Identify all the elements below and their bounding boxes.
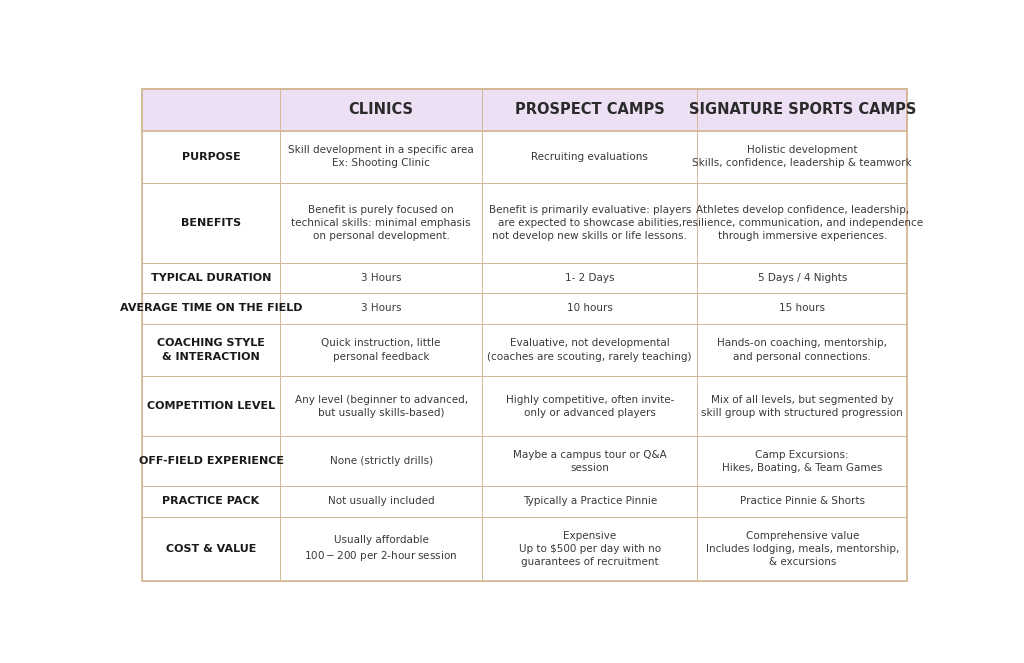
Text: Quick instruction, little
personal feedback: Quick instruction, little personal feedb… [322, 338, 440, 361]
Bar [142, 436, 280, 487]
Bar [482, 516, 697, 581]
Bar [280, 324, 482, 376]
Bar [142, 376, 280, 436]
Text: 10 hours: 10 hours [566, 304, 612, 314]
Bar [482, 487, 697, 516]
Bar [142, 516, 280, 581]
Bar [482, 131, 697, 183]
Bar [142, 487, 280, 516]
Bar [697, 131, 907, 183]
Bar [280, 436, 482, 487]
Bar [482, 263, 697, 293]
Text: Evaluative, not developmental
(coaches are scouting, rarely teaching): Evaluative, not developmental (coaches a… [487, 338, 692, 361]
Text: Maybe a campus tour or Q&A
session: Maybe a campus tour or Q&A session [513, 450, 667, 473]
Text: Camp Excursions:
Hikes, Boating, & Team Games: Camp Excursions: Hikes, Boating, & Team … [722, 450, 883, 473]
Text: 1- 2 Days: 1- 2 Days [565, 273, 614, 283]
Text: 3 Hours: 3 Hours [360, 304, 401, 314]
Text: Athletes develop confidence, leadership,
resilience, communication, and independ: Athletes develop confidence, leadership,… [682, 205, 923, 241]
Text: Comprehensive value
Includes lodging, meals, mentorship,
& excursions: Comprehensive value Includes lodging, me… [706, 530, 899, 567]
Bar [142, 131, 280, 183]
Bar [280, 376, 482, 436]
Text: PRACTICE PACK: PRACTICE PACK [163, 497, 260, 507]
Bar [280, 487, 482, 516]
Bar [482, 324, 697, 376]
Text: COST & VALUE: COST & VALUE [166, 544, 256, 554]
Text: Holistic development
Skills, confidence, leadership & teamwork: Holistic development Skills, confidence,… [692, 145, 912, 168]
Text: CLINICS: CLINICS [348, 102, 414, 117]
Text: 15 hours: 15 hours [779, 304, 825, 314]
Text: Expensive
Up to $500 per day with no
guarantees of recruitment: Expensive Up to $500 per day with no gua… [518, 530, 660, 567]
Text: SIGNATURE SPORTS CAMPS: SIGNATURE SPORTS CAMPS [688, 102, 915, 117]
Bar [142, 324, 280, 376]
Bar [697, 487, 907, 516]
Text: AVERAGE TIME ON THE FIELD: AVERAGE TIME ON THE FIELD [120, 304, 302, 314]
Bar [280, 516, 482, 581]
Text: Practice Pinnie & Shorts: Practice Pinnie & Shorts [739, 497, 864, 507]
Text: OFF-FIELD EXPERIENCE: OFF-FIELD EXPERIENCE [138, 456, 284, 466]
Text: Typically a Practice Pinnie: Typically a Practice Pinnie [522, 497, 656, 507]
Bar [697, 324, 907, 376]
Text: PROSPECT CAMPS: PROSPECT CAMPS [515, 102, 665, 117]
Text: Benefit is primarily evaluative: players
are expected to showcase abilities,
not: Benefit is primarily evaluative: players… [488, 205, 691, 241]
Text: Benefit is purely focused on
technical skills: minimal emphasis
on personal deve: Benefit is purely focused on technical s… [291, 205, 471, 241]
Text: COMPETITION LEVEL: COMPETITION LEVEL [147, 401, 275, 411]
Bar [482, 376, 697, 436]
Bar [697, 183, 907, 263]
Text: PURPOSE: PURPOSE [181, 152, 241, 162]
Bar [142, 263, 280, 293]
Text: Skill development in a specific area
Ex: Shooting Clinic: Skill development in a specific area Ex:… [288, 145, 474, 168]
Bar [482, 293, 697, 324]
Text: Any level (beginner to advanced,
but usually skills-based): Any level (beginner to advanced, but usu… [295, 394, 468, 418]
Text: 5 Days / 4 Nights: 5 Days / 4 Nights [758, 273, 847, 283]
Bar [697, 516, 907, 581]
Text: Highly competitive, often invite-
only or advanced players: Highly competitive, often invite- only o… [506, 394, 674, 418]
Bar [280, 263, 482, 293]
Text: TYPICAL DURATION: TYPICAL DURATION [151, 273, 271, 283]
Bar [482, 436, 697, 487]
Text: BENEFITS: BENEFITS [181, 218, 241, 228]
Text: Usually affordable
$100-$200 per 2-hour session: Usually affordable $100-$200 per 2-hour … [304, 535, 458, 563]
Text: COACHING STYLE
& INTERACTION: COACHING STYLE & INTERACTION [157, 338, 265, 361]
Bar [482, 183, 697, 263]
Text: Not usually included: Not usually included [328, 497, 434, 507]
Bar [280, 293, 482, 324]
Bar [697, 376, 907, 436]
Bar [280, 183, 482, 263]
Bar [142, 293, 280, 324]
Bar [697, 263, 907, 293]
Bar [697, 436, 907, 487]
Text: Mix of all levels, but segmented by
skill group with structured progression: Mix of all levels, but segmented by skil… [701, 394, 903, 418]
Bar [280, 131, 482, 183]
Bar [697, 293, 907, 324]
Bar [142, 89, 907, 131]
Bar [142, 183, 280, 263]
Text: Recruiting evaluations: Recruiting evaluations [531, 152, 648, 162]
Text: 3 Hours: 3 Hours [360, 273, 401, 283]
Text: None (strictly drills): None (strictly drills) [330, 456, 432, 466]
Text: Hands-on coaching, mentorship,
and personal connections.: Hands-on coaching, mentorship, and perso… [717, 338, 887, 361]
